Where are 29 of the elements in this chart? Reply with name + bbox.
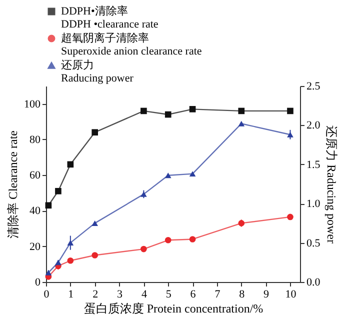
- x-tick-label: 6: [190, 288, 196, 300]
- y2-tick-label: 2.0: [306, 120, 321, 132]
- y-tick-label: 40: [30, 205, 41, 218]
- x-axis-title: 蛋白质浓度 Protein concentration/%: [84, 302, 264, 316]
- x-tick-label: 10: [285, 288, 297, 300]
- y-tick-label: 60: [30, 170, 41, 182]
- legend-label: 还原力 Raducing power: [61, 58, 134, 84]
- x-tick-label: 9: [264, 288, 270, 300]
- x-tick-label: 2: [92, 288, 98, 300]
- y2-tick-label: 0.0: [306, 276, 321, 288]
- y2-axis-title: 还原力 Raducing power: [324, 126, 338, 244]
- x-tick-label: 8: [239, 288, 246, 300]
- y2-tick-label: 0.5: [306, 237, 321, 250]
- x-tick-label: 0: [44, 288, 50, 300]
- y-tick-label: 0: [35, 276, 41, 288]
- y2-tick-label: 1.5: [306, 158, 321, 171]
- y-tick-label: 20: [30, 240, 41, 253]
- x-tick-label: 4: [141, 288, 148, 300]
- y2-tick-label: 1.0: [306, 198, 321, 210]
- x-tick-label: 3: [117, 288, 124, 300]
- y2-tick-label: 2.5: [306, 80, 321, 92]
- x-tick-label: 7: [214, 288, 221, 300]
- legend-label: DDPH•清除率 DDPH •clearance rate: [61, 4, 158, 30]
- y-axis-title: 清除率 Clearance rate: [6, 130, 20, 238]
- legend-label: 超氧阴离子清除率 Superoxide anion clearance rate: [61, 32, 202, 58]
- y-tick-label: 80: [30, 134, 41, 146]
- y-tick-label: 100: [24, 98, 41, 110]
- x-tick-label: 5: [166, 288, 172, 300]
- x-tick-label: 1: [68, 288, 74, 300]
